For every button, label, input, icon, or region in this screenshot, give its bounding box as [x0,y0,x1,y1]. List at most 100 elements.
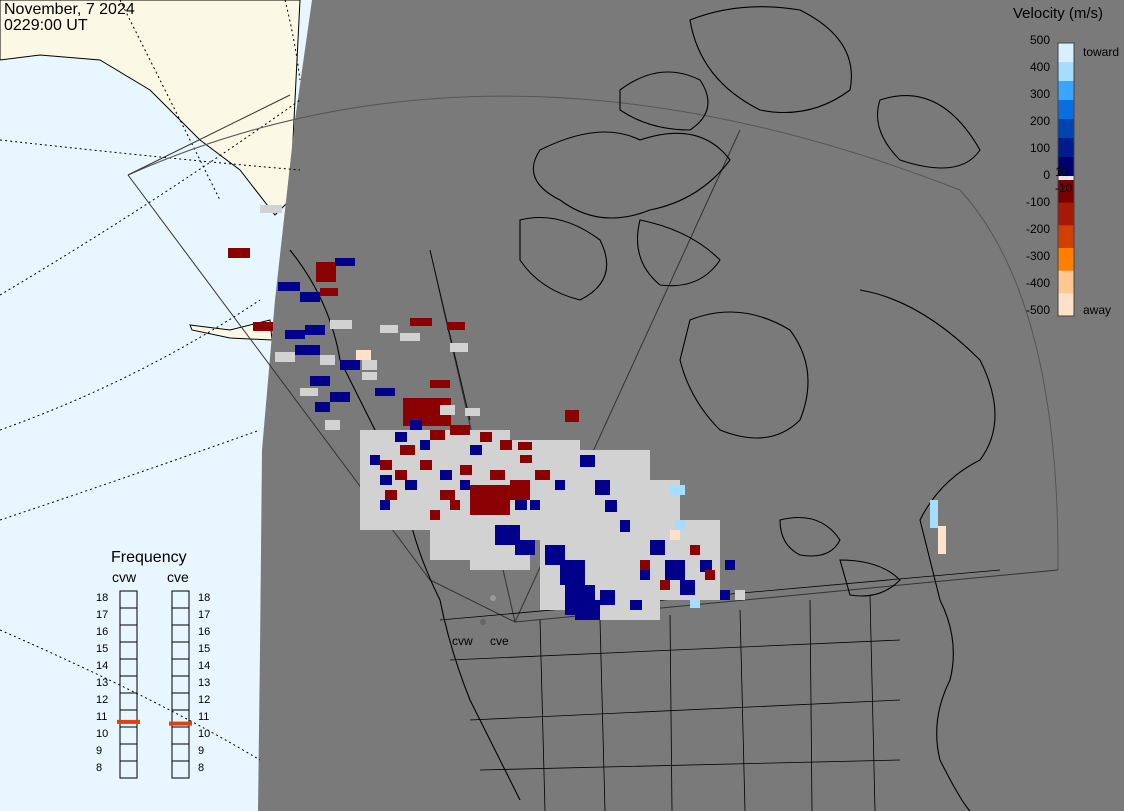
velocity-cell [260,205,282,213]
velocity-cell [310,376,330,386]
frequency-panel [117,590,192,779]
velocity-cell [555,480,565,490]
frequency-scale-label: 17 [96,608,109,621]
velocity-cell [440,405,455,415]
colorbar-tick: 400 [1029,60,1050,74]
frequency-title: Frequency [111,549,187,566]
frequency-cell [171,760,190,779]
velocity-cell [495,525,520,545]
date-label: November, 7 2024 [4,1,135,18]
velocity-cell [938,526,946,554]
frequency-scale-label: 18 [198,591,211,604]
colorbar-tick: -100 [1025,195,1050,209]
colorbar-segment [1058,180,1074,204]
velocity-cell [420,460,432,470]
velocity-cell [470,445,482,455]
velocity-cells [228,205,946,620]
frequency-scale-label: 16 [96,625,109,638]
velocity-cell [680,580,695,595]
velocity-cell [580,455,595,467]
velocity-cell [430,380,450,388]
colorbar-segment [1058,43,1074,63]
frequency-scale-label: 11 [96,710,108,723]
horizon-circle [127,95,1059,571]
velocity-cell [450,425,470,435]
frequency-scale-label: 8 [198,761,205,774]
velocity-cell [400,333,420,341]
velocity-cell [720,590,730,600]
velocity-cell [725,560,735,570]
colorbar-tick: 500 [1029,33,1050,47]
colorbar-segment [1058,248,1074,272]
velocity-cell [380,500,390,510]
velocity-cell [380,325,398,333]
velocity-cell [330,320,352,329]
velocity-cell [460,465,472,475]
colorbar-segment [1058,157,1074,177]
velocity-cell [515,500,527,510]
velocity-cell [380,460,392,470]
velocity-cell [430,510,440,520]
velocity-cell [325,420,340,430]
velocity-cell [440,490,455,500]
velocity-cell [700,560,712,572]
velocity-cell [665,560,685,580]
velocity-cell [440,470,452,480]
colorbar-segment [1058,138,1074,158]
frequency-scale-label: 8 [96,761,103,774]
velocity-colorbar [1057,42,1075,317]
velocity-cell [420,440,430,450]
velocity-cell [385,490,397,500]
frequency-scale-label: 15 [96,642,109,655]
velocity-cell [278,282,300,291]
frequency-marker [169,721,192,726]
radar-label-cvw: cvw [112,569,137,585]
velocity-cell [450,500,460,510]
colorbar-tick: 100 [1029,141,1050,155]
velocity-cell [253,322,273,331]
velocity-cell [340,360,360,370]
velocity-cell [405,480,417,490]
velocity-cell [490,470,505,480]
velocity-cell [315,402,330,412]
colorbar-tick: -200 [1025,222,1050,236]
velocity-cell [395,432,407,442]
velocity-cell [605,500,617,512]
colorbar-tick: 300 [1029,87,1050,101]
colorbar-label-neg10: -10 [1055,181,1073,195]
frequency-scale-label: 9 [198,744,205,757]
colorbar-segment [1058,100,1074,120]
velocity-cell [595,480,610,495]
velocity-cell [362,360,377,370]
colorbar-toward-label: toward [1083,45,1120,59]
frequency-scale-label: 14 [96,659,109,672]
velocity-cell [362,372,377,380]
velocity-cell [320,355,335,365]
velocity-cell [705,570,715,580]
colorbar-label-pos10: 10 [1055,165,1069,179]
velocity-cell [380,475,392,485]
velocity-cell [395,470,407,480]
velocity-cell [630,600,642,610]
velocity-cell [515,540,535,555]
velocity-cell [295,345,320,355]
velocity-cell [370,455,380,465]
velocity-cell [600,590,615,605]
radar-site-cve [490,595,496,601]
velocity-cell [316,262,336,282]
velocity-cell [300,388,318,396]
velocity-cell [500,440,512,450]
velocity-cell [430,430,445,440]
velocity-cell [518,442,532,450]
frequency-scale-label: 10 [198,727,211,740]
velocity-cell [410,420,422,430]
velocity-cell [285,330,305,339]
velocity-cell [690,545,700,555]
velocity-cell [410,318,432,326]
frequency-marker [117,719,140,724]
colorbar-segment [1058,202,1074,226]
velocity-cell [335,258,355,266]
velocity-cell [275,352,295,362]
velocity-cell [305,325,325,335]
